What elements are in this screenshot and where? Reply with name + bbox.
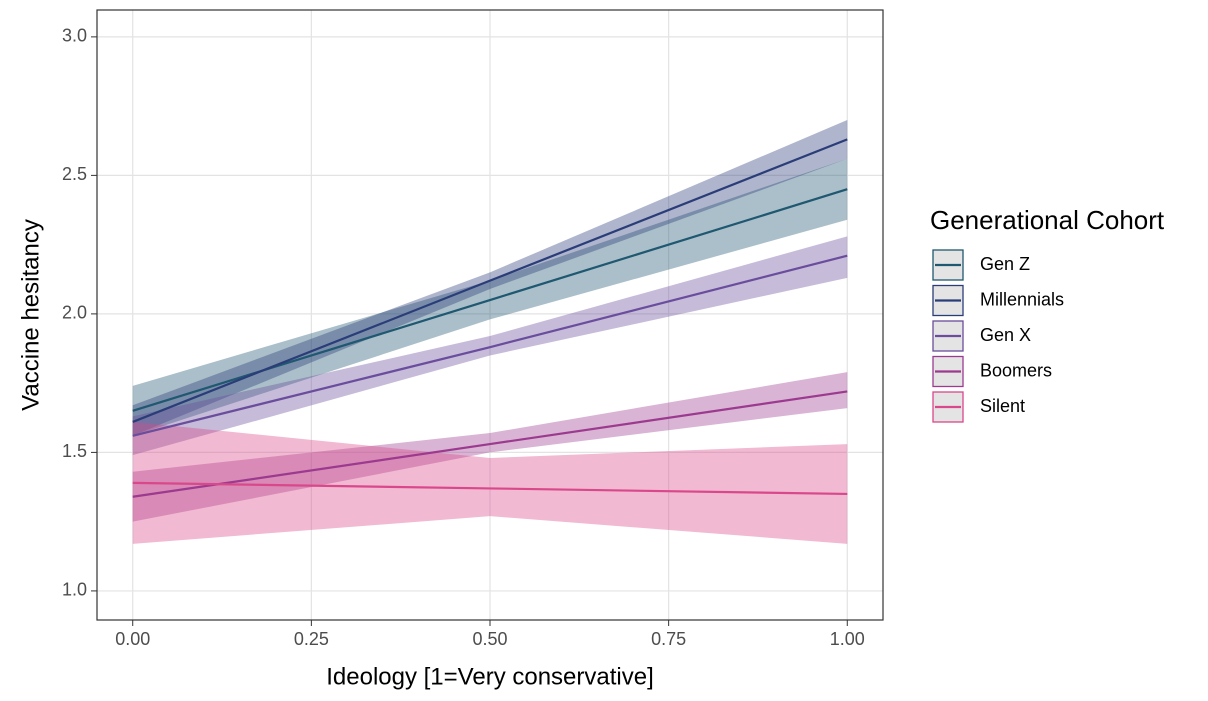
x-tick-label: 0.50 [472, 629, 507, 649]
legend-label: Millennials [980, 289, 1064, 309]
confidence-band [132, 119, 848, 436]
y-axis-title: Vaccine hesitancy [17, 219, 44, 411]
y-tick-label: 1.0 [62, 580, 87, 600]
legend-label: Silent [980, 396, 1025, 416]
y-tick-label: 2.0 [62, 303, 87, 323]
y-tick-label: 1.5 [62, 441, 87, 461]
y-tick-label: 2.5 [62, 164, 87, 184]
confidence-band [132, 236, 848, 456]
legend-label: Gen Z [980, 254, 1030, 274]
y-tick-label: 3.0 [62, 26, 87, 46]
x-axis-title: Ideology [1=Very conservative] [326, 663, 654, 690]
legend-label: Gen X [980, 325, 1031, 345]
confidence-band [132, 372, 848, 522]
line [132, 481, 848, 496]
line [132, 138, 848, 423]
legend-label: Boomers [980, 360, 1052, 380]
x-tick-label: 0.00 [115, 629, 150, 649]
x-tick-label: 1.00 [830, 629, 865, 649]
confidence-band [132, 158, 848, 436]
confidence-band [132, 421, 848, 544]
line [132, 390, 848, 498]
line [132, 254, 848, 437]
x-tick-label: 0.25 [294, 629, 329, 649]
legend-title: Generational Cohort [930, 205, 1165, 235]
x-tick-label: 0.75 [651, 629, 686, 649]
